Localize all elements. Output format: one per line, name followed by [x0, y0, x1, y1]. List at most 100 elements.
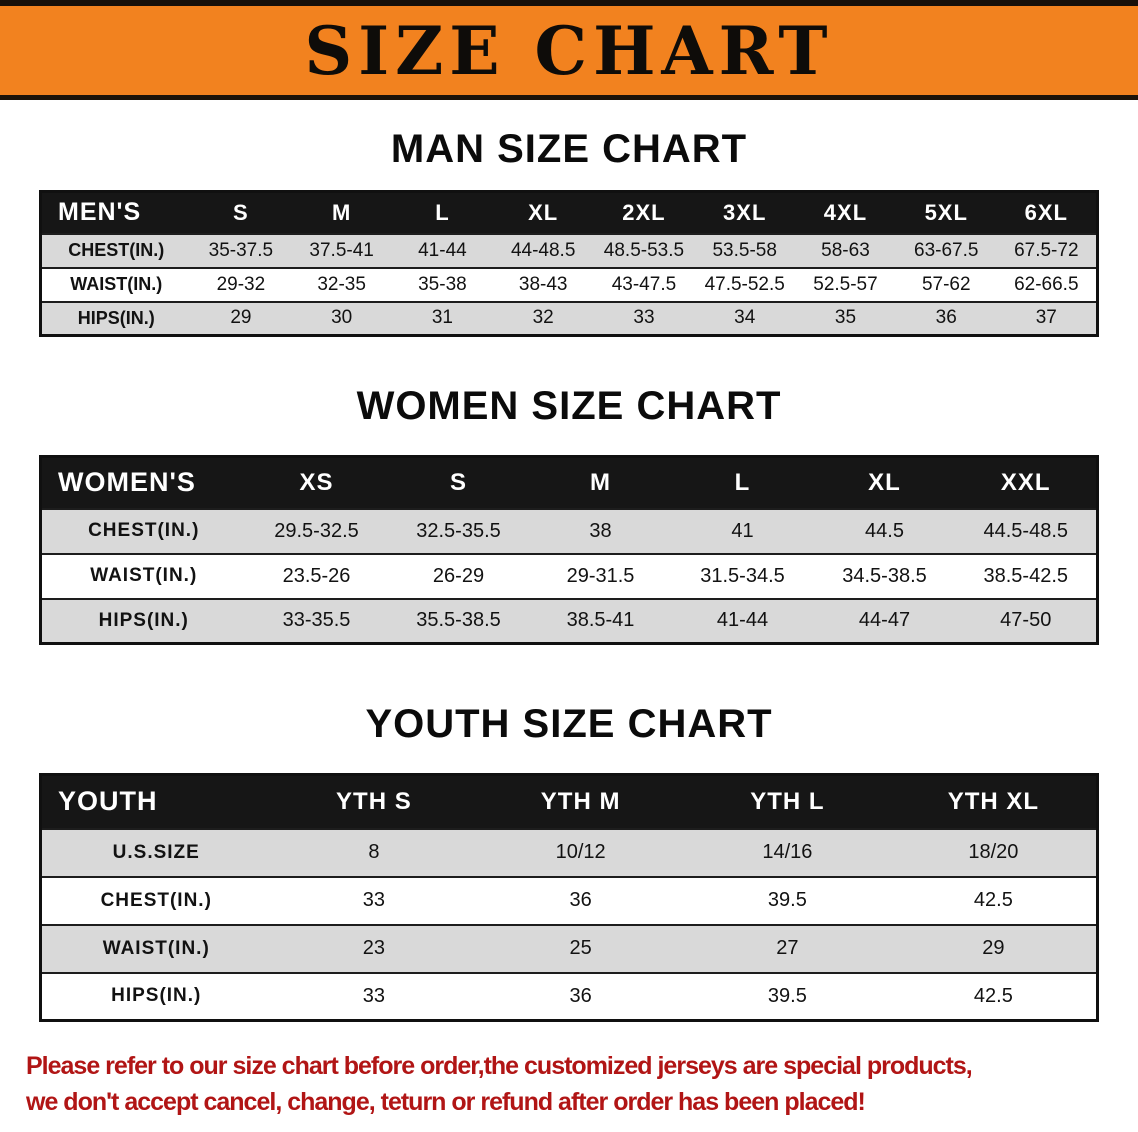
size-value-cell: 36: [895, 300, 997, 336]
size-column-header: 2XL: [593, 191, 695, 234]
table-row: CHEST(IN.) 33 36 39.5 42.5: [40, 875, 1098, 925]
size-value-cell: 63-67.5: [895, 232, 997, 268]
men-section-heading: MAN SIZE CHART: [390, 127, 748, 171]
size-value-cell: 32: [492, 300, 594, 336]
size-value-cell: 44.5-48.5: [955, 507, 1098, 554]
size-value-cell: 39.5: [684, 875, 891, 925]
row-label-cell: HIPS(IN.): [40, 300, 191, 336]
size-value-cell: 42.5: [890, 875, 1098, 925]
size-column-header: S: [190, 191, 292, 234]
size-value-cell: 33: [593, 300, 695, 336]
size-value-cell: 38.5-41: [529, 597, 672, 644]
row-label-cell: CHEST(IN.): [40, 232, 191, 268]
disclaimer-note: Please refer to our size chart before or…: [0, 1048, 1138, 1121]
table-row: HIPS(IN.) 29 30 31 32 33 34 35 36 37: [40, 300, 1098, 336]
size-value-cell: 38-43: [492, 266, 594, 302]
size-value-cell: 33: [270, 875, 478, 925]
size-value-cell: 26-29: [387, 552, 530, 599]
size-value-cell: 44-48.5: [492, 232, 594, 268]
row-label-cell: CHEST(IN.): [40, 507, 246, 554]
size-value-cell: 44-47: [813, 597, 956, 644]
youth-size-table: YOUTH YTH S YTH M YTH L YTH XL U.S.SIZE 8 10/12…: [39, 773, 1099, 1022]
size-value-cell: 29.5-32.5: [245, 507, 388, 554]
disclaimer-line-1: Please refer to our size chart before or…: [26, 1052, 973, 1080]
row-label-cell: WAIST(IN.): [40, 552, 246, 599]
size-value-cell: 62-66.5: [996, 266, 1098, 302]
size-column-header: YTH M: [477, 774, 684, 829]
size-value-cell: 52.5-57: [795, 266, 896, 302]
size-value-cell: 41-44: [671, 597, 814, 644]
size-column-header: XXL: [955, 456, 1098, 509]
size-value-cell: 29-31.5: [529, 552, 672, 599]
page-title: SIZE CHART: [304, 11, 834, 90]
women-size-table: WOMEN'S XS S M L XL XXL CHEST(IN.) 29.5-32.5 32.5…: [39, 455, 1099, 645]
size-column-header: YTH XL: [890, 774, 1098, 829]
size-value-cell: 35-37.5: [190, 232, 292, 268]
size-value-cell: 43-47.5: [593, 266, 695, 302]
table-row: CHEST(IN.) 35-37.5 37.5-41 41-44 44-48.5 48.5…: [40, 232, 1098, 268]
size-column-header: M: [529, 456, 672, 509]
size-value-cell: 31: [392, 300, 493, 336]
table-row: CHEST(IN.) 29.5-32.5 32.5-35.5 38 41 44.5 44.5…: [40, 507, 1098, 554]
size-value-cell: 67.5-72: [996, 232, 1098, 268]
table-row: WAIST(IN.) 23.5-26 26-29 29-31.5 31.5-34.5 34…: [40, 552, 1098, 599]
size-column-header: 5XL: [895, 191, 997, 234]
size-value-cell: 23: [270, 923, 478, 973]
row-label-cell: WAIST(IN.): [40, 923, 271, 973]
size-value-cell: 32-35: [291, 266, 393, 302]
youth-size-chart-section: YOUTH SIZE CHART YOUTH YTH S YTH M YTH L YTH…: [0, 701, 1138, 1022]
size-value-cell: 36: [477, 875, 684, 925]
size-value-cell: 35: [795, 300, 896, 336]
banner: SIZE CHART: [0, 0, 1138, 100]
size-value-cell: 18/20: [890, 827, 1098, 877]
size-column-header: XL: [492, 191, 594, 234]
size-column-header: S: [387, 456, 530, 509]
size-value-cell: 42.5: [890, 971, 1098, 1021]
women-section-heading: WOMEN SIZE CHART: [356, 384, 782, 428]
row-label-cell: HIPS(IN.): [40, 971, 271, 1021]
size-value-cell: 10/12: [477, 827, 684, 877]
table-row: WAIST(IN.) 29-32 32-35 35-38 38-43 43-47.5 47.…: [40, 266, 1098, 302]
size-value-cell: 33-35.5: [245, 597, 388, 644]
size-value-cell: 38: [529, 507, 672, 554]
size-value-cell: 41: [671, 507, 814, 554]
size-value-cell: 29-32: [190, 266, 292, 302]
row-label-cell: WAIST(IN.): [40, 266, 191, 302]
table-header-row: MEN'S S M L XL 2XL 3XL 4XL 5XL 6XL: [40, 191, 1098, 234]
size-column-header: 6XL: [996, 191, 1098, 234]
size-value-cell: 31.5-34.5: [671, 552, 814, 599]
size-column-header: 3XL: [694, 191, 796, 234]
size-value-cell: 44.5: [813, 507, 956, 554]
table-title-cell: YOUTH: [40, 774, 271, 829]
size-value-cell: 29: [190, 300, 292, 336]
row-label-cell: CHEST(IN.): [40, 875, 271, 925]
size-value-cell: 23.5-26: [245, 552, 388, 599]
size-column-header: L: [671, 456, 814, 509]
size-value-cell: 34: [694, 300, 796, 336]
table-row: U.S.SIZE 8 10/12 14/16 18/20: [40, 827, 1098, 877]
size-value-cell: 37: [996, 300, 1098, 336]
size-value-cell: 41-44: [392, 232, 493, 268]
size-column-header: YTH L: [684, 774, 891, 829]
size-column-header: XL: [813, 456, 956, 509]
disclaimer-line-2: we don't accept cancel, change, teturn o…: [26, 1088, 866, 1117]
table-row: HIPS(IN.) 33-35.5 35.5-38.5 38.5-41 41-44 44-…: [40, 597, 1098, 644]
size-column-header: XS: [245, 456, 388, 509]
size-column-header: YTH S: [270, 774, 478, 829]
size-column-header: M: [291, 191, 393, 234]
size-value-cell: 47-50: [955, 597, 1098, 644]
size-value-cell: 14/16: [684, 827, 891, 877]
row-label-cell: U.S.SIZE: [40, 827, 271, 877]
size-value-cell: 58-63: [795, 232, 896, 268]
size-value-cell: 35.5-38.5: [387, 597, 530, 644]
size-value-cell: 25: [477, 923, 684, 973]
men-size-table: MEN'S S M L XL 2XL 3XL 4XL 5XL 6XL CHEST(IN.) 35-37…: [39, 190, 1099, 337]
size-value-cell: 47.5-52.5: [694, 266, 796, 302]
size-value-cell: 39.5: [684, 971, 891, 1021]
table-row: HIPS(IN.) 33 36 39.5 42.5: [40, 971, 1098, 1021]
size-value-cell: 36: [477, 971, 684, 1021]
size-value-cell: 57-62: [895, 266, 997, 302]
size-value-cell: 29: [890, 923, 1098, 973]
row-label-cell: HIPS(IN.): [40, 597, 246, 644]
size-value-cell: 37.5-41: [291, 232, 393, 268]
